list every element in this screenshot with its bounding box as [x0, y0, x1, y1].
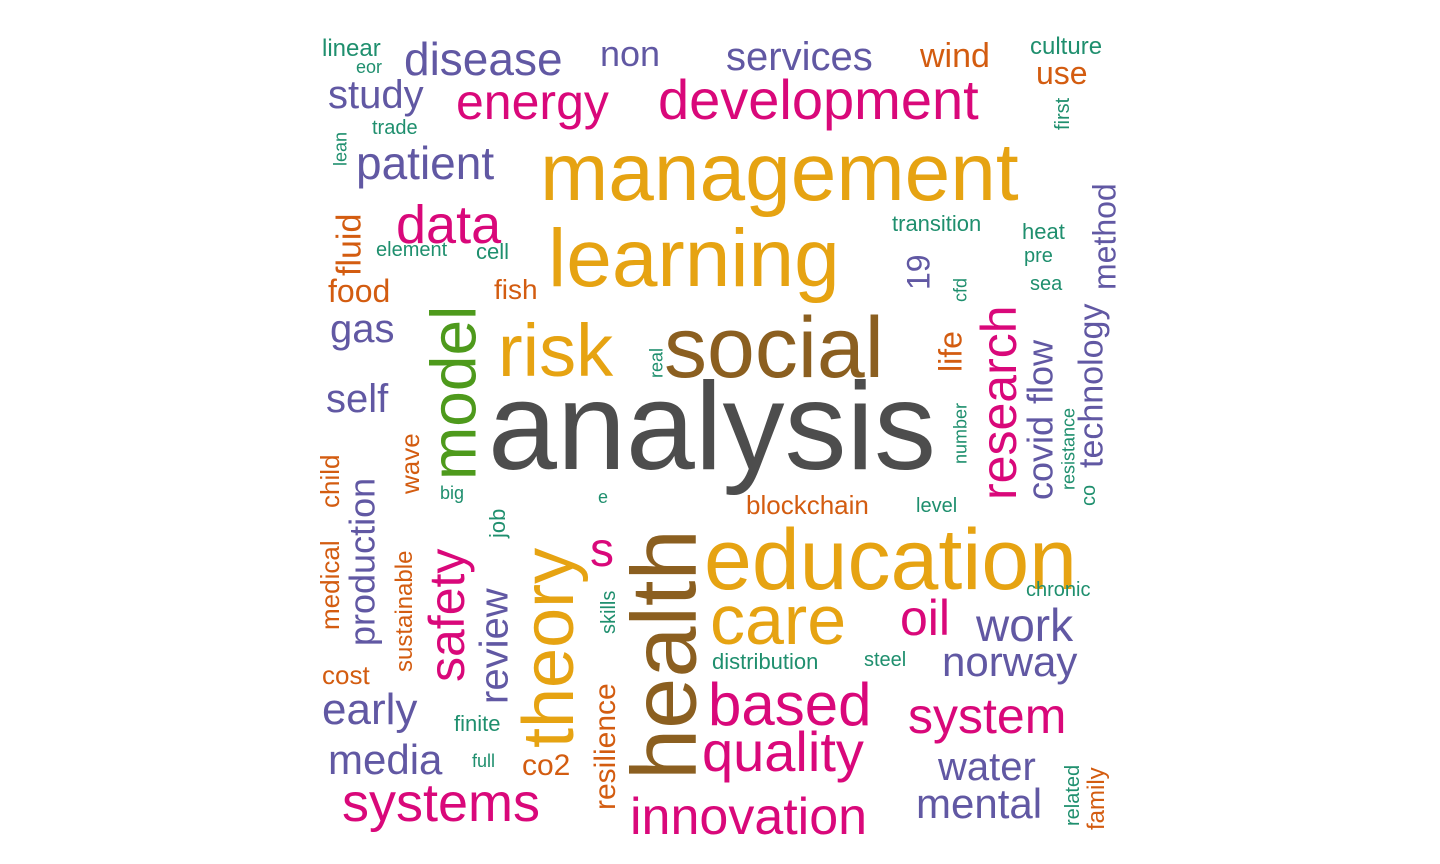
word-blockchain: blockchain: [746, 489, 869, 520]
word-family: family: [1083, 767, 1111, 830]
word-norway: norway: [942, 638, 1078, 686]
word-resilience: resilience: [588, 683, 622, 810]
word-risk: risk: [498, 309, 614, 393]
word-model: model: [417, 305, 490, 480]
word-fish: fish: [494, 274, 538, 306]
word-oil: oil: [900, 590, 951, 646]
word-job: job: [485, 508, 511, 538]
word-distribution: distribution: [712, 648, 819, 674]
word-linear: linear: [322, 35, 381, 63]
word-big: big: [440, 482, 465, 503]
word-resistance: resistance: [1058, 407, 1079, 490]
word-based: based: [708, 671, 872, 739]
word-production: production: [341, 477, 383, 646]
word-management: management: [540, 127, 1019, 219]
word-flow: flow: [1019, 339, 1061, 404]
word-work: work: [976, 599, 1074, 652]
word-medical: medical: [314, 540, 345, 630]
word-quality: quality: [702, 720, 864, 784]
word-systems: systems: [342, 772, 541, 833]
word-early: early: [322, 684, 418, 734]
word-finite: finite: [454, 710, 501, 736]
word-services: services: [726, 34, 873, 79]
word-wind: wind: [920, 37, 990, 76]
word-patient: patient: [356, 137, 495, 190]
word-self: self: [326, 376, 389, 421]
word-heat: heat: [1022, 218, 1065, 244]
word-mental: mental: [916, 780, 1043, 828]
word-first: first: [1052, 97, 1075, 130]
word-full: full: [472, 750, 496, 771]
word-fluid: fluid: [330, 213, 369, 276]
word-learning: learning: [548, 213, 840, 305]
word-covid: covid: [1019, 415, 1061, 500]
word-food: food: [328, 273, 391, 310]
word-cost: cost: [322, 659, 370, 690]
word-care: care: [710, 581, 847, 660]
word-wave: wave: [394, 433, 425, 494]
word-education: education: [704, 511, 1077, 608]
word-lean: lean: [330, 131, 351, 166]
word-related: related: [1062, 764, 1085, 826]
word-eor: eor: [356, 56, 383, 77]
word-energy: energy: [456, 74, 609, 130]
word-19: 19: [900, 254, 937, 290]
word-trade: trade: [372, 117, 418, 140]
word-steel: steel: [864, 649, 907, 672]
word-development: development: [658, 68, 979, 132]
word-social: social: [664, 299, 884, 396]
word-data: data: [396, 194, 502, 255]
word-cell: cell: [476, 238, 510, 264]
word-skills: skills: [598, 590, 621, 634]
word-media: media: [328, 736, 443, 784]
word-element: element: [376, 239, 448, 262]
word-research: research: [971, 305, 1027, 500]
word-technology: technology: [1072, 303, 1111, 468]
word-disease: disease: [404, 33, 563, 86]
word-chronic: chronic: [1026, 579, 1091, 602]
word-method: method: [1086, 183, 1123, 290]
word-culture: culture: [1030, 33, 1103, 61]
word-level: level: [916, 495, 958, 518]
word-health: health: [613, 529, 716, 780]
word-number: number: [950, 402, 971, 464]
word-sustainable: sustainable: [391, 550, 419, 672]
word-theory: theory: [509, 547, 590, 748]
word-analysis: analysis: [488, 358, 936, 497]
word-co: co: [1078, 484, 1101, 506]
word-life: life: [932, 331, 969, 372]
word-co2: co2: [522, 748, 571, 782]
word-innovation: innovation: [630, 788, 868, 847]
word-gas: gas: [330, 306, 395, 351]
word-safety: safety: [419, 548, 475, 682]
word-s: s: [590, 523, 614, 577]
word-water: water: [938, 744, 1036, 789]
word-system: system: [908, 688, 1067, 744]
word-cfd: cfd: [950, 277, 971, 302]
word-sea: sea: [1030, 273, 1063, 296]
word-pre: pre: [1024, 245, 1053, 268]
word-use: use: [1036, 55, 1088, 92]
word-transition: transition: [892, 210, 982, 236]
word-child: child: [314, 454, 345, 508]
word-e: e: [598, 486, 609, 507]
word-real: real: [646, 347, 667, 378]
word-non: non: [600, 32, 661, 74]
word-study: study: [328, 72, 424, 117]
word-review: review: [472, 588, 517, 704]
